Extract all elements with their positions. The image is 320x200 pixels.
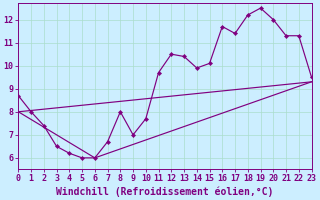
X-axis label: Windchill (Refroidissement éolien,°C): Windchill (Refroidissement éolien,°C) (56, 186, 274, 197)
